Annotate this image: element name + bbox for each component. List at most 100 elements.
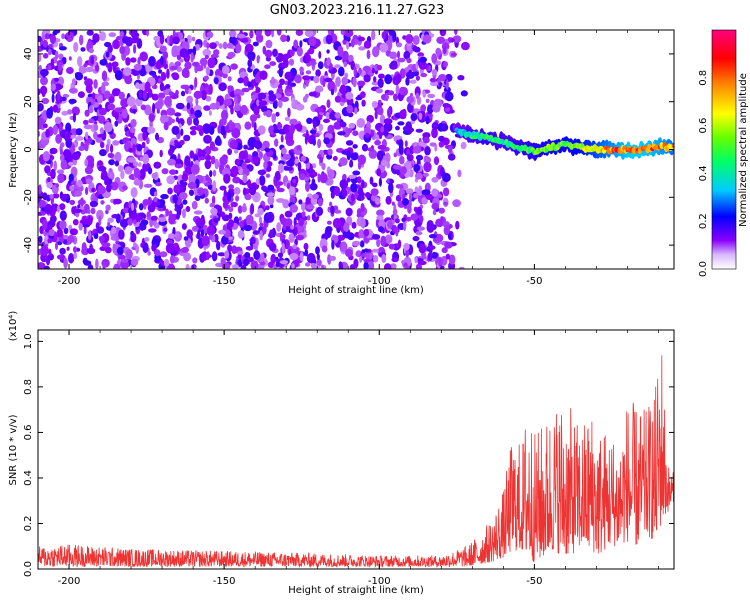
noise-speckle bbox=[49, 33, 57, 45]
colorbar-label: Normalized spectral amplitude bbox=[738, 73, 749, 227]
noise-speckle bbox=[208, 110, 212, 116]
noise-speckle bbox=[222, 201, 228, 209]
noise-speckle bbox=[374, 139, 381, 146]
noise-speckle bbox=[268, 242, 277, 252]
noise-speckle bbox=[159, 149, 163, 158]
noise-speckle bbox=[432, 104, 441, 113]
noise-speckle bbox=[160, 71, 167, 81]
noise-speckle bbox=[404, 140, 408, 148]
noise-speckle bbox=[211, 251, 218, 262]
noise-speckle bbox=[306, 117, 313, 125]
noise-speckle bbox=[269, 204, 274, 209]
noise-speckle bbox=[52, 124, 58, 135]
noise-speckle bbox=[345, 207, 353, 217]
noise-speckle bbox=[227, 85, 234, 91]
noise-speckle bbox=[257, 207, 264, 216]
noise-speckle bbox=[118, 229, 125, 240]
noise-speckle bbox=[259, 222, 264, 228]
noise-speckle bbox=[146, 30, 149, 37]
y-tick-label: -40 bbox=[23, 237, 34, 253]
noise-speckle bbox=[47, 177, 51, 183]
noise-speckle bbox=[104, 246, 112, 254]
noise-speckle bbox=[183, 252, 192, 262]
noise-speckle bbox=[142, 242, 149, 254]
noise-speckle bbox=[204, 83, 208, 88]
noise-speckle bbox=[419, 56, 427, 63]
noise-speckle bbox=[120, 170, 125, 180]
noise-speckle bbox=[318, 51, 322, 59]
noise-speckle bbox=[127, 218, 133, 226]
noise-speckle bbox=[138, 203, 144, 211]
noise-speckle bbox=[105, 204, 111, 211]
noise-speckle bbox=[201, 235, 210, 246]
noise-speckle bbox=[399, 166, 407, 175]
noise-speckle bbox=[191, 225, 199, 232]
noise-speckle bbox=[395, 84, 400, 95]
noise-speckle bbox=[461, 41, 470, 51]
noise-speckle bbox=[436, 36, 446, 44]
noise-speckle bbox=[438, 257, 442, 267]
noise-speckle bbox=[86, 137, 93, 144]
noise-speckle bbox=[229, 35, 237, 46]
noise-speckle bbox=[42, 123, 48, 129]
noise-speckle bbox=[429, 77, 437, 83]
noise-speckle bbox=[327, 80, 336, 92]
noise-speckle bbox=[259, 175, 266, 186]
noise-speckle bbox=[107, 217, 114, 223]
noise-speckle bbox=[305, 204, 315, 210]
y-tick-label: 20 bbox=[23, 95, 34, 108]
noise-speckle bbox=[85, 84, 93, 94]
noise-speckle bbox=[132, 108, 137, 114]
noise-speckle bbox=[385, 93, 389, 102]
noise-speckle bbox=[350, 182, 358, 193]
noise-speckle bbox=[441, 247, 448, 254]
noise-speckle bbox=[363, 74, 371, 83]
noise-speckle bbox=[326, 49, 330, 54]
noise-speckle bbox=[157, 92, 166, 99]
noise-speckle bbox=[144, 81, 151, 93]
noise-speckle bbox=[286, 182, 291, 190]
colorbar-gradient bbox=[712, 30, 736, 269]
noise-speckle bbox=[199, 156, 206, 161]
noise-speckle bbox=[140, 104, 147, 111]
noise-speckle bbox=[68, 56, 72, 61]
noise-speckle bbox=[110, 181, 119, 191]
noise-speckle bbox=[442, 187, 450, 197]
noise-speckle bbox=[157, 97, 164, 109]
noise-speckle bbox=[348, 122, 356, 129]
noise-speckle bbox=[59, 210, 67, 221]
noise-speckle bbox=[302, 75, 311, 81]
noise-speckle bbox=[44, 235, 49, 245]
spectrogram-y-label: Frequency (Hz) bbox=[8, 112, 19, 188]
noise-speckle bbox=[379, 42, 389, 53]
noise-speckle bbox=[176, 66, 182, 72]
noise-speckle bbox=[265, 109, 273, 118]
noise-speckle bbox=[194, 109, 202, 118]
noise-speckle bbox=[85, 66, 94, 73]
noise-speckle bbox=[250, 79, 255, 89]
noise-speckle bbox=[252, 41, 259, 47]
noise-speckle bbox=[203, 134, 212, 144]
noise-speckle bbox=[245, 214, 254, 225]
noise-speckle bbox=[363, 40, 372, 49]
noise-speckle bbox=[286, 159, 295, 167]
noise-speckle bbox=[217, 125, 222, 134]
noise-speckle bbox=[447, 37, 452, 42]
noise-speckle bbox=[159, 45, 167, 53]
noise-speckle bbox=[99, 246, 107, 251]
noise-speckle bbox=[50, 168, 56, 180]
noise-speckle bbox=[399, 109, 406, 120]
noise-speckle bbox=[272, 101, 278, 109]
noise-speckle bbox=[216, 240, 221, 251]
noise-speckle bbox=[329, 201, 333, 207]
noise-speckle bbox=[342, 38, 348, 45]
noise-speckle bbox=[218, 229, 226, 235]
noise-speckle bbox=[114, 151, 122, 163]
noise-speckle bbox=[247, 51, 256, 61]
noise-speckle bbox=[334, 112, 341, 119]
noise-speckle bbox=[285, 132, 294, 143]
noise-speckle bbox=[332, 156, 338, 161]
noise-speckle bbox=[305, 80, 309, 87]
noise-speckle bbox=[414, 172, 423, 180]
noise-speckle bbox=[70, 180, 77, 186]
